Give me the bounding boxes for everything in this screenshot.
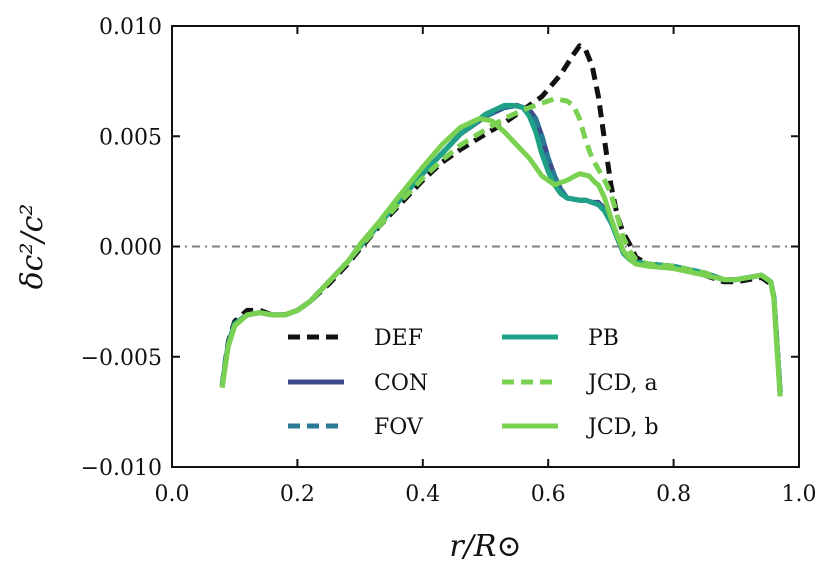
ticks-layer: 0.0 0.2 0.4 0.6 0.8 1.0 −0.010 −0.005 0.000 0.005… xyxy=(81,15,817,507)
x-axis-label: r/R⊙ xyxy=(449,529,521,564)
x-tick-label: 0.2 xyxy=(280,482,315,507)
legend-label: FOV xyxy=(374,415,424,440)
legend-label: JCD, a xyxy=(586,371,658,396)
series-layer xyxy=(219,43,783,397)
x-tick-label: 0.0 xyxy=(155,482,190,507)
legend-label: JCD, b xyxy=(586,415,659,440)
y-tick-label: 0.010 xyxy=(99,15,162,40)
y-tick-label: 0.000 xyxy=(99,236,162,261)
legend-label: CON xyxy=(374,371,428,396)
legend: DEF CON FOV PB JCD, a JCD, b xyxy=(288,326,659,440)
series-line-jcd-b xyxy=(219,116,783,397)
x-tick-label: 0.4 xyxy=(405,482,440,507)
x-tick-label: 0.6 xyxy=(531,482,566,507)
series-line-fov xyxy=(219,102,783,393)
y-tick-label: −0.010 xyxy=(81,456,162,481)
legend-label: PB xyxy=(588,326,619,351)
legend-label: DEF xyxy=(374,326,423,351)
x-tick-label: 0.8 xyxy=(656,482,691,507)
y-tick-label: 0.005 xyxy=(99,125,162,150)
y-tick-label: −0.005 xyxy=(81,346,162,371)
y-axis-label: δc²/c² xyxy=(15,204,50,290)
x-tick-label: 1.0 xyxy=(782,482,817,507)
